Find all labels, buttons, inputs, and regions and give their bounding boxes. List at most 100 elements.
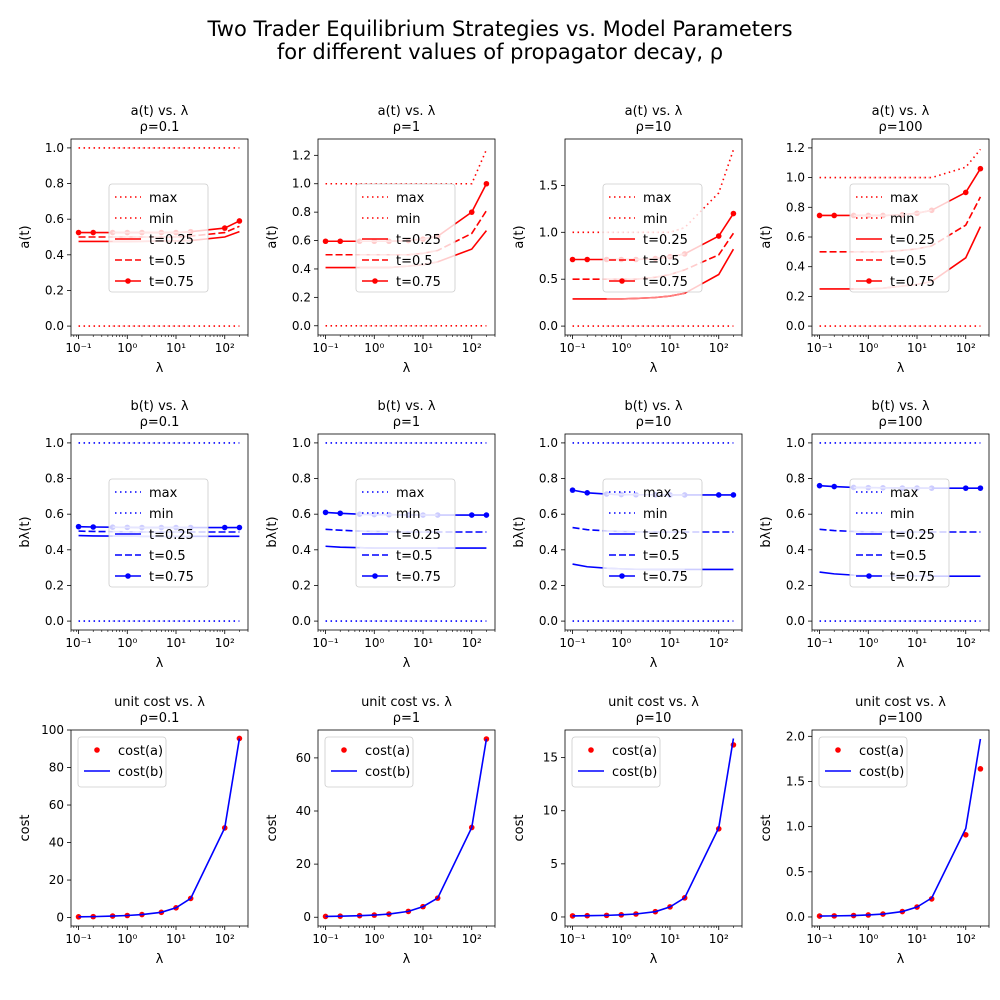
subplot-a-4: a(t) vs. λρ=100 0.0 0.2 0.4 0.6 0.8 1.0 1.2 10⁻¹… — [759, 104, 990, 376]
subplot-subtitle: ρ=0.1 — [140, 120, 180, 135]
x-tick-label: 10² — [956, 932, 976, 946]
legend-label: max — [396, 191, 425, 206]
legend-frame — [108, 478, 209, 588]
x-tick-label: 10¹ — [660, 341, 680, 355]
series-marker — [322, 509, 329, 516]
series-marker — [90, 524, 97, 530]
x-axis-label: λ — [403, 361, 411, 376]
series-line-cost-b- — [78, 738, 241, 918]
series-marker — [569, 256, 576, 263]
y-tick-label: 80 — [49, 761, 64, 775]
y-tick-label: 0.2 — [786, 578, 805, 592]
subplot-subtitle: ρ=10 — [636, 120, 672, 135]
legend-frame — [77, 736, 167, 788]
subplot-title: b(t) vs. λ — [624, 399, 682, 414]
x-tick-label: 10⁰ — [858, 636, 878, 650]
y-tick-label: 1.2 — [786, 141, 805, 155]
subplot-subtitle: ρ=10 — [636, 711, 672, 726]
y-tick-label: 1.5 — [539, 178, 558, 192]
subplot-title: unit cost vs. λ — [114, 695, 205, 710]
legend-label: min — [149, 212, 174, 227]
legend: max min t=0.25 t=0.5 t=0.75 — [108, 478, 209, 588]
axes-frame — [564, 138, 743, 336]
legend-frame — [849, 183, 950, 293]
subplot-cost-4: unit cost vs. λρ=100 0.0 0.5 1.0 1.5 2.0 10⁻¹ 1… — [759, 695, 990, 967]
x-axis-label: λ — [156, 952, 164, 967]
series-marker — [468, 512, 475, 518]
y-tick-label: 0.4 — [45, 543, 64, 557]
y-tick-label: 0.8 — [45, 177, 64, 191]
axes-frame — [70, 433, 249, 631]
axes-frame — [564, 729, 743, 927]
y-axis-label: bλ(t) — [265, 516, 280, 547]
legend-label: max — [890, 486, 919, 501]
x-axis-label: λ — [650, 952, 658, 967]
y-tick-label: 0.2 — [539, 578, 558, 592]
x-tick-label: 10⁻¹ — [806, 932, 833, 946]
series-marker — [221, 225, 228, 231]
legend-label: t=0.25 — [149, 233, 194, 248]
legend-label: max — [149, 191, 178, 206]
x-tick-label: 10² — [215, 341, 235, 355]
axes-frame — [811, 433, 990, 631]
legend-label: t=0.25 — [396, 233, 441, 248]
y-tick-label: 0.4 — [786, 543, 805, 557]
y-tick-label: 0.6 — [539, 507, 558, 521]
series-marker — [75, 523, 82, 530]
axes-frame — [811, 138, 990, 336]
y-tick-label: 1.5 — [786, 774, 805, 788]
legend-marker-cost-a — [835, 747, 841, 753]
subplot-title: a(t) vs. λ — [131, 104, 189, 119]
series-marker — [715, 233, 722, 239]
data-point-cost-a — [75, 914, 82, 920]
y-tick-label: 1.0 — [786, 171, 805, 185]
series-marker — [90, 229, 97, 236]
subplot-title: b(t) vs. λ — [130, 399, 188, 414]
subplot-title: b(t) vs. λ — [377, 399, 435, 414]
series-marker — [730, 492, 737, 498]
x-tick-label: 10² — [462, 341, 482, 355]
y-tick-label: 20 — [49, 873, 64, 887]
y-tick-label: 0.5 — [539, 272, 558, 286]
legend: max min t=0.25 t=0.5 t=0.75 — [108, 183, 209, 293]
legend: cost(a) cost(b) — [77, 736, 167, 788]
y-tick-label: 0 — [550, 910, 558, 924]
y-tick-label: 0.6 — [786, 507, 805, 521]
subplot-cost-1: unit cost vs. λρ=0.1 0 20 40 60 80 100 10⁻¹ 10⁰ 1… — [18, 695, 249, 967]
legend-label: min — [890, 212, 915, 227]
x-tick-label: 10⁻¹ — [806, 636, 833, 650]
series-marker — [584, 490, 591, 496]
legend-label: t=0.75 — [149, 275, 194, 290]
y-tick-label: 5 — [550, 857, 558, 871]
y-tick-label: 0.2 — [45, 578, 64, 592]
y-axis-label: a(t) — [759, 225, 774, 248]
figure-title-line1: Two Trader Equilibrium Strategies vs. Mo… — [206, 17, 792, 41]
legend-label: max — [643, 191, 672, 206]
y-tick-label: 0.8 — [45, 472, 64, 486]
legend-label: t=0.5 — [149, 549, 186, 564]
series-marker — [483, 180, 490, 187]
series-marker — [831, 483, 838, 490]
legend-marker — [619, 278, 625, 284]
y-axis-label: cost — [265, 815, 280, 842]
legend-marker — [372, 573, 378, 579]
x-tick-label: 10¹ — [907, 636, 927, 650]
y-tick-label: 1.0 — [786, 820, 805, 834]
y-tick-label: 0.4 — [292, 543, 311, 557]
legend-label: t=0.75 — [149, 570, 194, 585]
x-tick-label: 10⁻¹ — [559, 341, 586, 355]
legend-label: min — [890, 507, 915, 522]
x-tick-label: 10¹ — [166, 636, 186, 650]
series-marker — [483, 512, 490, 518]
y-tick-label: 0.0 — [539, 319, 558, 333]
y-tick-label: 0 — [303, 910, 311, 924]
x-axis-label: λ — [897, 361, 905, 376]
axes-frame — [70, 138, 249, 336]
legend-label: cost(a) — [612, 744, 657, 759]
y-tick-label: 0.8 — [292, 472, 311, 486]
legend-label: t=0.25 — [890, 233, 935, 248]
legend-marker — [125, 278, 131, 284]
legend-label: t=0.75 — [396, 570, 441, 585]
legend: max min t=0.25 t=0.5 t=0.75 — [355, 478, 456, 588]
